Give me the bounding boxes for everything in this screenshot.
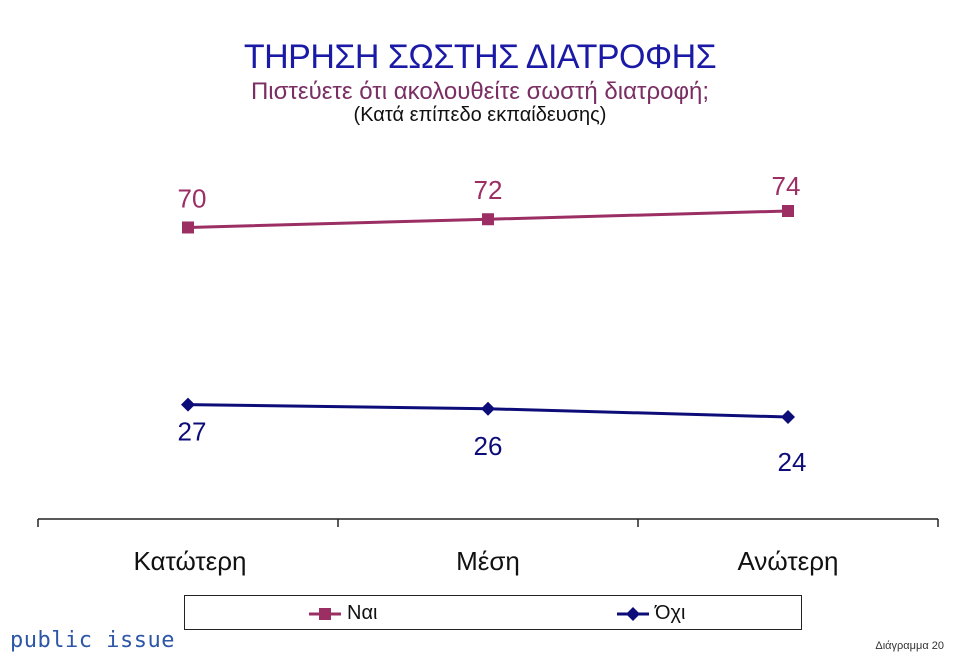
data-label: 72: [474, 175, 503, 205]
data-point: [182, 221, 194, 234]
legend: Ναι Όχι: [184, 595, 802, 630]
data-point: [781, 410, 795, 424]
chart-subtitle: Πιστεύετε ότι ακολουθείτε σωστή διατροφή…: [250, 78, 710, 105]
data-label: 70: [178, 183, 207, 213]
data-label: 74: [772, 171, 801, 201]
legend-swatch-yes: [309, 604, 341, 624]
legend-label-yes: Ναι: [347, 602, 378, 624]
legend-label-no: Όχι: [655, 602, 686, 624]
x-tick-label: Ανώτερη: [738, 546, 839, 576]
chart-title: ΤΗΡΗΣΗ ΣΩΣΤΗΣ ΔΙΑΤΡΟΦΗΣ: [243, 38, 717, 76]
legend-item-yes: Ναι: [309, 602, 377, 625]
data-point: [481, 401, 495, 416]
brand-logo: public issue: [10, 628, 175, 653]
data-point: [482, 213, 494, 226]
data-label: 26: [474, 431, 503, 461]
data-point: [181, 397, 195, 412]
diagram-number: Διάγραμμα 20: [875, 640, 944, 652]
x-tick-label: Μέση: [456, 546, 520, 576]
data-point: [782, 205, 794, 217]
chart-note: (Κατά επίπεδο εκπαίδευσης): [353, 104, 607, 126]
data-label: 24: [778, 447, 807, 477]
legend-item-no: Όχι: [617, 602, 685, 625]
data-label: 27: [178, 417, 207, 447]
legend-swatch-no: [617, 604, 649, 624]
x-tick-label: Κατώτερη: [133, 546, 246, 576]
